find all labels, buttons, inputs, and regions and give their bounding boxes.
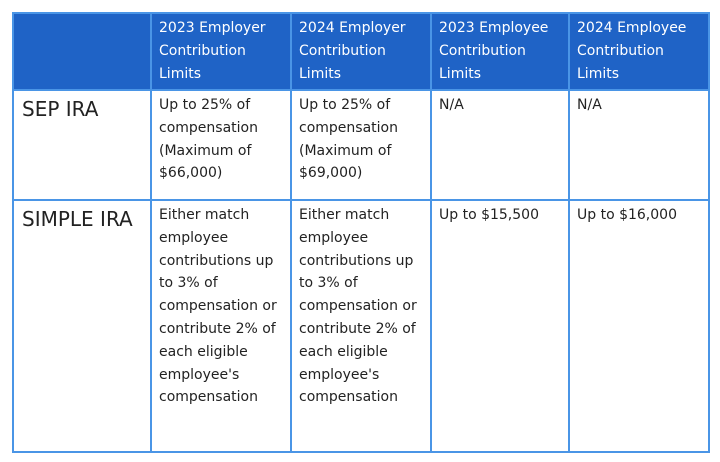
column-header: 2023 Employee Contribution Limits — [430, 12, 570, 91]
table-cell: N/A — [430, 89, 570, 201]
table-body: SEP IRA Up to 25% of compensation (Maximu… — [12, 89, 710, 453]
table-cell: Up to 25% of compensation (Maximum of $6… — [290, 89, 432, 201]
table-cell: Either match employee contributions up t… — [150, 199, 292, 453]
row-label: SIMPLE IRA — [12, 199, 152, 453]
corner-cell — [12, 12, 152, 91]
table-row: SIMPLE IRA Either match employee contribu… — [12, 199, 710, 453]
table-cell: Either match employee contributions up t… — [290, 199, 432, 453]
table-row: SEP IRA Up to 25% of compensation (Maximu… — [12, 89, 710, 201]
table-cell: N/A — [568, 89, 710, 201]
header-row: 2023 Employer Contribution Limits 2024 E… — [12, 12, 710, 91]
column-header: 2023 Employer Contribution Limits — [150, 12, 292, 91]
table-cell: Up to $15,500 — [430, 199, 570, 453]
table-cell: Up to $16,000 — [568, 199, 710, 453]
row-label: SEP IRA — [12, 89, 152, 201]
column-header: 2024 Employee Contribution Limits — [568, 12, 710, 91]
contribution-table: 2023 Employer Contribution Limits 2024 E… — [12, 12, 710, 453]
table-cell: Up to 25% of compensation (Maximum of $6… — [150, 89, 292, 201]
column-header: 2024 Employer Contribution Limits — [290, 12, 432, 91]
